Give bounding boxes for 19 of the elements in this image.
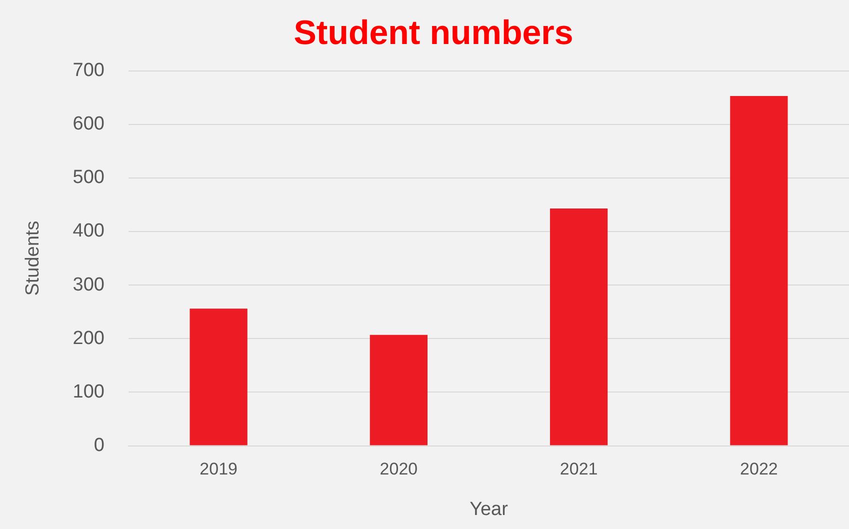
x-tick-label: 2019 [200,460,238,479]
bar [370,334,428,446]
y-tick-label: 400 [72,220,104,242]
y-tick-label: 700 [72,60,104,82]
y-tick-label: 100 [72,381,104,402]
y-tick-label: 500 [72,167,104,188]
x-axis-title: Year [470,498,509,520]
y-tick-label: 0 [94,435,104,456]
x-tick-label: 2020 [380,460,418,479]
bar [190,308,248,446]
x-tick-label: 2021 [560,460,598,479]
y-tick-label: 300 [72,274,104,296]
x-tick-label: 2022 [740,460,778,479]
bar [730,96,788,446]
y-tick-label: 600 [72,114,104,135]
y-tick-label: 200 [72,328,104,349]
y-axis-title: Students [22,220,44,296]
bar [550,208,608,446]
chart-title: Student numbers [294,14,574,52]
